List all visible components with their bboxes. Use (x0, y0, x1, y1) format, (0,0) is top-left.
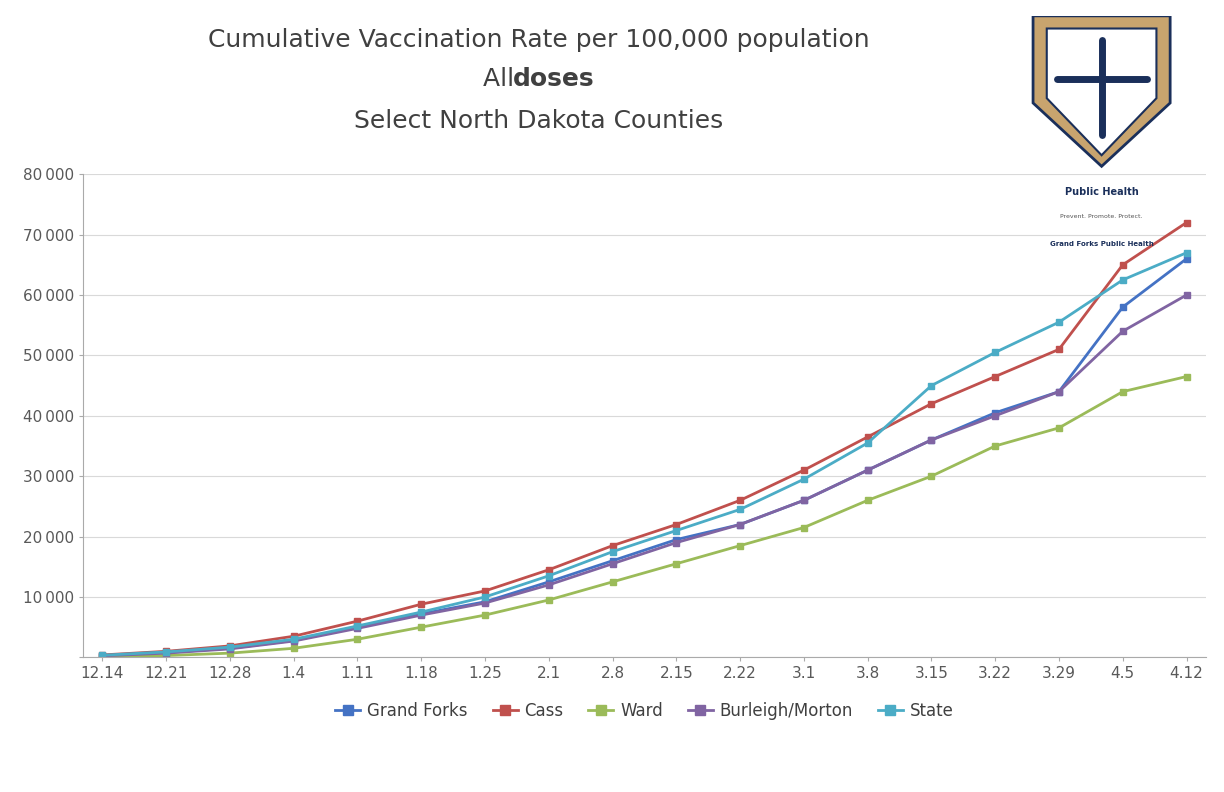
Text: Select North Dakota Counties: Select North Dakota Counties (354, 109, 723, 133)
Text: Public Health: Public Health (1065, 187, 1138, 197)
Text: Grand Forks Public Health: Grand Forks Public Health (1050, 241, 1153, 247)
Text: All: All (483, 67, 523, 91)
PathPatch shape (1033, 16, 1170, 166)
PathPatch shape (1047, 29, 1157, 155)
Text: Prevent. Promote. Protect.: Prevent. Promote. Protect. (1060, 214, 1143, 219)
Legend: Grand Forks, Cass, Ward, Burleigh/Morton, State: Grand Forks, Cass, Ward, Burleigh/Morton… (329, 695, 960, 726)
Text: doses: doses (513, 67, 595, 91)
Text: Cumulative Vaccination Rate per 100,000 population: Cumulative Vaccination Rate per 100,000 … (208, 28, 869, 51)
